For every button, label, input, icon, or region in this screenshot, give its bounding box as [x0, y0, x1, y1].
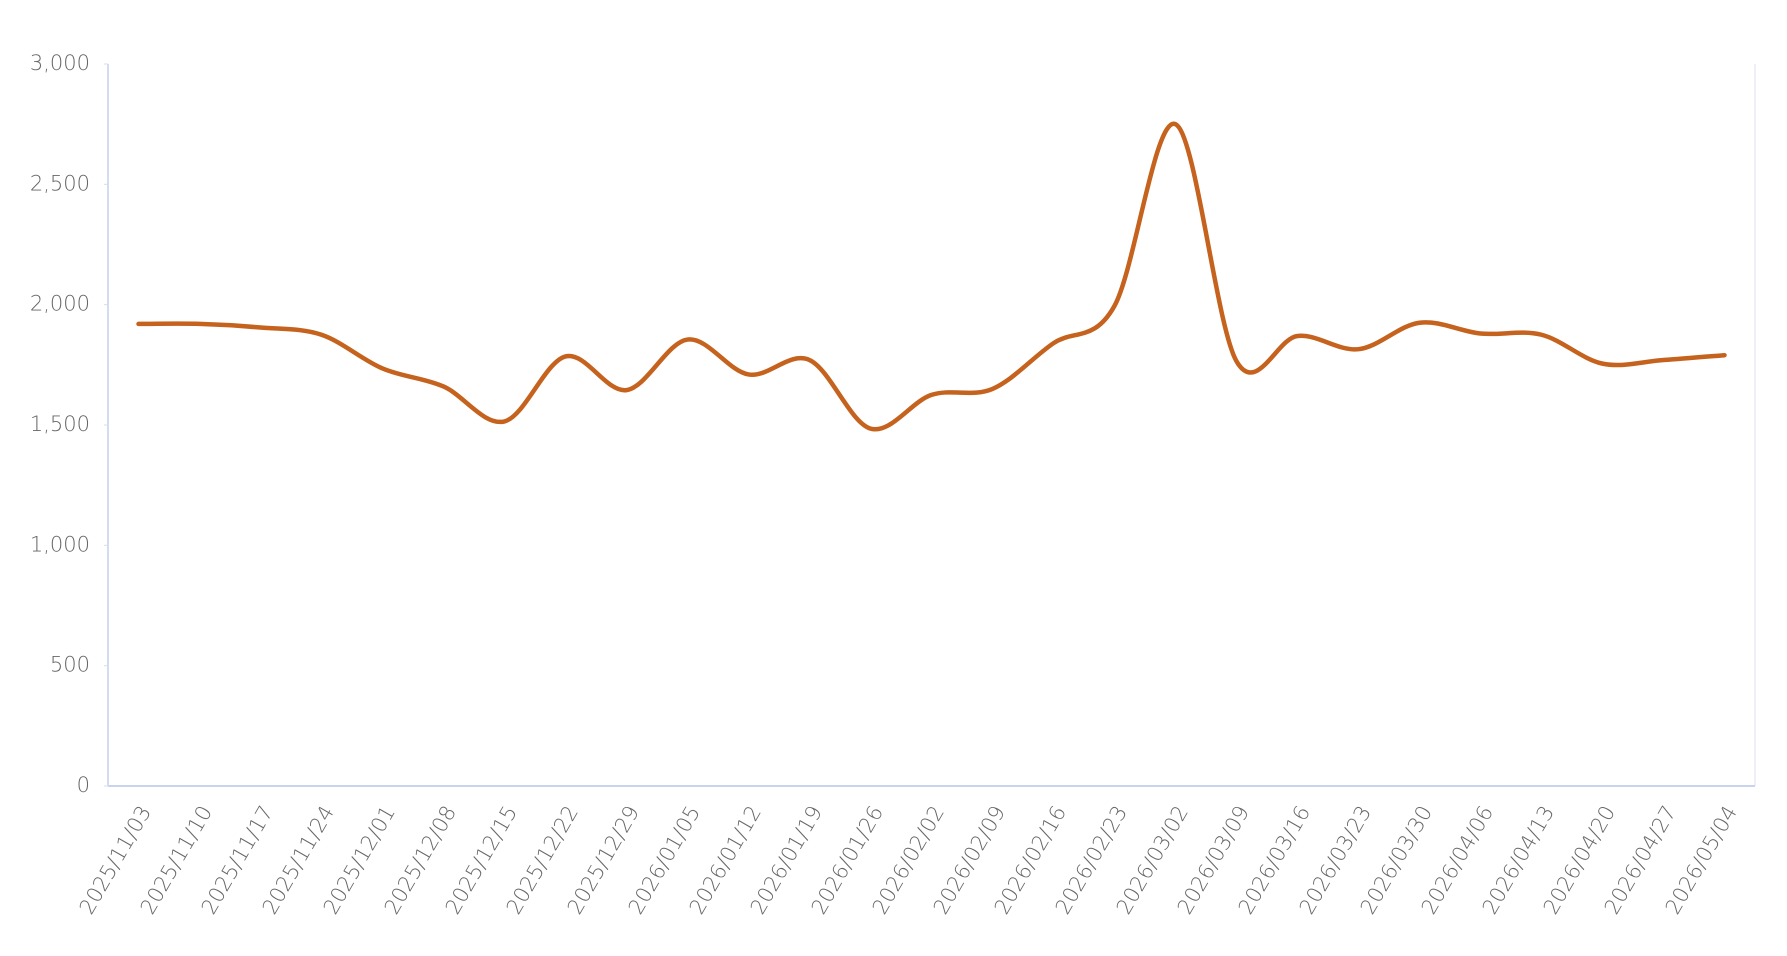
y-tick-label: 2,500 — [30, 171, 90, 195]
y-tick-label: 2,000 — [30, 292, 90, 316]
y-tick-label: 1,500 — [30, 412, 90, 436]
y-tick-label: 500 — [50, 653, 90, 677]
line-series — [136, 121, 1727, 432]
y-tick-label: 3,000 — [30, 51, 90, 75]
y-tick-label: 1,000 — [30, 532, 90, 556]
y-tick-label: 0 — [77, 773, 90, 797]
